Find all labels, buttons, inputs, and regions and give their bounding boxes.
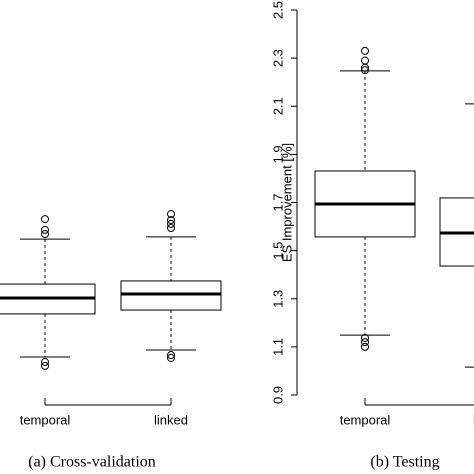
outlier bbox=[361, 338, 369, 347]
outlier bbox=[361, 56, 369, 65]
box bbox=[0, 215, 96, 370]
y-tick-label: 1.7 bbox=[270, 193, 285, 211]
outlier bbox=[361, 333, 369, 342]
y-tick-label: 2.1 bbox=[270, 97, 285, 115]
outlier bbox=[167, 210, 175, 219]
y-tick-label: 1.5 bbox=[270, 242, 285, 260]
outlier bbox=[41, 358, 49, 367]
x-tick-label: linked bbox=[154, 412, 188, 427]
outlier bbox=[167, 224, 175, 233]
caption: (b) Testing bbox=[370, 454, 439, 471]
y-tick-label: 0.9 bbox=[270, 386, 285, 404]
y-tick-label: 1.1 bbox=[270, 338, 285, 356]
y-tick-label: 2.3 bbox=[270, 49, 285, 67]
y-tick-label: 2.5 bbox=[270, 1, 285, 19]
caption: (a) Cross-validation bbox=[28, 454, 156, 471]
y-axis-label: ES Improvement [%] bbox=[279, 143, 294, 262]
box bbox=[439, 103, 474, 368]
box bbox=[314, 46, 416, 351]
outlier bbox=[361, 66, 369, 75]
outlier bbox=[41, 361, 49, 370]
x-tick-label: temporal bbox=[20, 412, 71, 427]
outlier bbox=[167, 216, 175, 225]
outlier bbox=[167, 351, 175, 360]
box-body bbox=[120, 280, 222, 311]
outlier bbox=[361, 63, 369, 72]
y-tick-label: 1.3 bbox=[270, 290, 285, 308]
outlier bbox=[41, 225, 49, 234]
outlier bbox=[167, 219, 175, 228]
x-tick-label: temporal bbox=[340, 412, 391, 427]
y-tick-label: 1.9 bbox=[270, 145, 285, 163]
outlier bbox=[41, 230, 49, 239]
outlier bbox=[361, 342, 369, 351]
box bbox=[120, 210, 222, 362]
outlier bbox=[167, 353, 175, 362]
outlier bbox=[361, 46, 369, 55]
outlier bbox=[41, 215, 49, 224]
